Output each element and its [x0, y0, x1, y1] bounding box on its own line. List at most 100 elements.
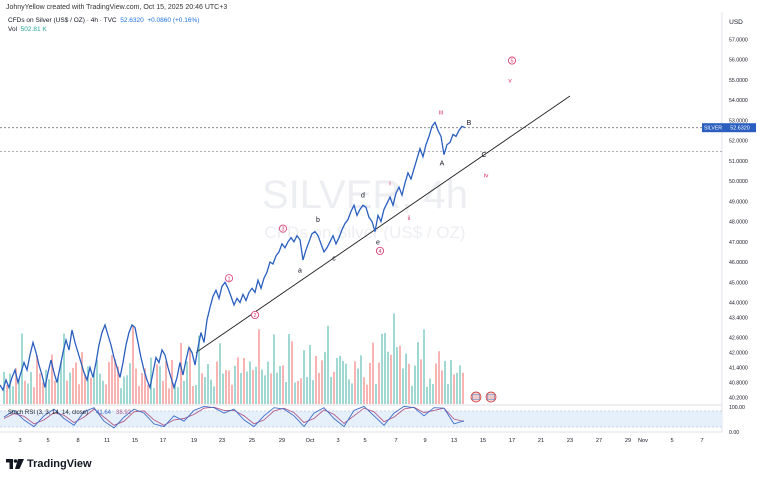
volume-bar	[66, 380, 68, 404]
volume-bar	[219, 343, 221, 404]
tradingview-logo[interactable]: TradingView	[6, 458, 92, 470]
volume-bar	[18, 379, 20, 404]
volume-bar	[192, 385, 194, 404]
time-tick: 25	[249, 438, 255, 444]
volume-bar	[105, 384, 107, 404]
volume-bar	[303, 350, 305, 404]
symbol-title[interactable]: CFDs on Silver (US$ / OZ) · 4h · TVC	[8, 17, 117, 24]
volume-bar	[180, 343, 182, 404]
volume-bar	[207, 363, 209, 404]
volume-bar	[264, 375, 266, 404]
volume-bar	[306, 376, 308, 404]
volume-bar	[267, 361, 269, 404]
volume-bar	[405, 353, 407, 404]
time-tick: 17	[509, 438, 515, 444]
volume-label[interactable]: Vol	[8, 26, 18, 33]
time-tick: 9	[423, 438, 426, 444]
volume-bar	[96, 359, 98, 404]
volume-bar	[84, 374, 86, 404]
wave-label: iv	[484, 172, 489, 179]
credit-line: JohnyYellow created with TradingView.com…	[6, 4, 228, 11]
stoch-rsi-d-line	[3, 406, 465, 426]
rising-trendline[interactable]	[195, 95, 571, 353]
time-tick: 11	[104, 438, 110, 444]
volume-bar	[117, 366, 119, 404]
rsi-upper-tick: 100.00	[729, 405, 745, 411]
volume-bar	[309, 345, 311, 404]
volume-bar	[462, 372, 464, 404]
volume-bar	[450, 360, 452, 404]
volume-bar	[447, 383, 449, 404]
volume-bar	[99, 373, 101, 404]
volume-bar	[333, 371, 335, 404]
volume-bar	[54, 380, 56, 404]
volume-bar	[249, 361, 251, 404]
stoch-rsi-label[interactable]: Stoch RSI (3, 3, 14, 14, close)	[8, 410, 88, 416]
price-tick: 47.0000	[729, 240, 748, 246]
wave-label: i	[389, 181, 390, 188]
volume-bar	[420, 359, 422, 404]
wave-label-circle	[278, 224, 287, 233]
volume-bar	[375, 384, 377, 404]
volume-bar	[300, 378, 302, 404]
stoch-rsi-d-value: 38.92	[116, 410, 132, 416]
price-tick: 52.0000	[729, 139, 748, 145]
volume-bar	[90, 377, 92, 404]
volume-bar	[120, 388, 122, 404]
volume-bar	[162, 380, 164, 404]
time-tick: Nov	[638, 438, 648, 444]
volume-bar	[456, 372, 458, 404]
volume-bar	[33, 387, 35, 404]
volume-bar	[423, 329, 425, 404]
volume-bar	[372, 342, 374, 404]
wave-label: B	[467, 120, 472, 127]
watermark-symbol: SILVER, 4h	[262, 173, 468, 217]
volume-bar	[258, 329, 260, 404]
volume-bar	[390, 354, 392, 404]
volume-bar	[246, 371, 248, 404]
wave-label: 2	[253, 313, 256, 319]
volume-bar	[60, 361, 62, 404]
volume-bar	[72, 367, 74, 404]
tradingview-wordmark: TradingView	[27, 458, 92, 470]
volume-bar	[216, 361, 218, 404]
volume-bar	[393, 313, 395, 404]
volume-bar	[108, 362, 110, 404]
event-flag-2[interactable]	[485, 391, 497, 403]
time-tick: 3	[336, 438, 339, 444]
time-tick: 3	[18, 438, 21, 444]
stoch-rsi-pane[interactable]: Stoch RSI (3, 3, 14, 14, close) 41.64 38…	[0, 404, 745, 436]
price-tag-symbol: SILVER	[704, 126, 722, 132]
volume-bar	[417, 342, 419, 404]
price-tag-value: 52.6320	[730, 126, 750, 132]
volume-bar	[387, 351, 389, 404]
volume-bar	[348, 379, 350, 404]
event-flag-1[interactable]	[470, 391, 482, 403]
volume-bar	[147, 384, 149, 404]
volume-bar	[297, 380, 299, 404]
price-tick: 40.2000	[729, 396, 748, 402]
volume-bar	[153, 388, 155, 404]
wave-label: 5	[510, 59, 513, 65]
wave-label: v	[508, 77, 512, 84]
volume-bar	[396, 347, 398, 404]
volume-bar	[414, 365, 416, 404]
volume-bar	[285, 381, 287, 404]
volume-bar	[324, 352, 326, 404]
stoch-rsi-k-value: 41.64	[96, 410, 112, 416]
volume-bar	[30, 371, 32, 404]
time-tick: 23	[219, 438, 225, 444]
price-tick: 51.0000	[729, 159, 748, 165]
volume-bar	[81, 352, 83, 404]
time-tick: 13	[451, 438, 457, 444]
volume-bar	[459, 365, 461, 404]
price-tick: 46.0000	[729, 260, 748, 266]
tradingview-logo-icon	[6, 459, 24, 469]
time-axis[interactable]: 3 5 8 11 15 17 19 23 25 29 Oct 3 5 7 9 13 15 17 21 23 27 29 No…	[18, 438, 703, 444]
wave-label-circle	[375, 246, 384, 255]
volume-bar	[15, 368, 17, 404]
volume-bar	[234, 365, 236, 404]
